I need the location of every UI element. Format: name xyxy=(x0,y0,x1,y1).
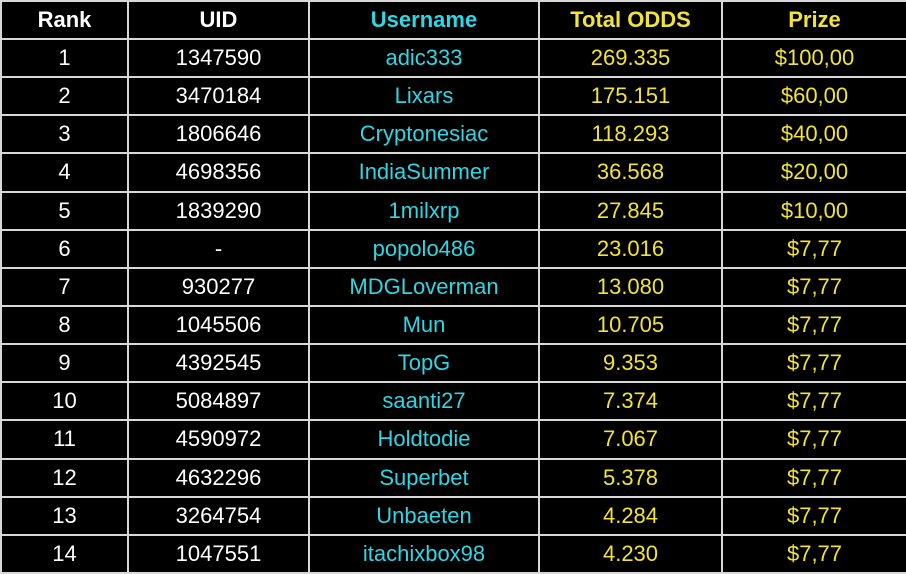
table-cell: Holdtodie xyxy=(308,419,540,460)
table-cell: 1839290 xyxy=(127,190,310,231)
table-cell: Lixars xyxy=(308,76,540,117)
table-cell: 9.353 xyxy=(538,343,723,384)
table-cell: popolo486 xyxy=(308,228,540,269)
table-cell: 4.230 xyxy=(538,533,723,574)
header-row: Rank UID Username Total ODDS Prize xyxy=(0,0,906,40)
table-cell: 3264754 xyxy=(127,495,310,536)
table-cell: $7,77 xyxy=(721,266,906,307)
table-row: 10 5084897 saanti27 7.374 $7,77 xyxy=(0,381,906,422)
table-cell: 1806646 xyxy=(127,114,310,155)
table-cell: 2 xyxy=(0,76,129,117)
table-cell: 7.067 xyxy=(538,419,723,460)
table-cell: adic333 xyxy=(308,37,540,79)
table-cell: 14 xyxy=(0,533,129,574)
table-cell: 930277 xyxy=(127,266,310,307)
table-cell: 4590972 xyxy=(127,419,310,460)
table-row: 4 4698356 IndiaSummer 36.568 $20,00 xyxy=(0,152,906,193)
table-cell: 13 xyxy=(0,495,129,536)
table-cell: 12 xyxy=(0,457,129,498)
table-row: 13 3264754 Unbaeten 4.284 $7,77 xyxy=(0,495,906,536)
header-cell: Total ODDS xyxy=(538,0,723,40)
table-cell: $40,00 xyxy=(721,114,906,155)
table-cell: 6 xyxy=(0,228,129,269)
table-cell: $7,77 xyxy=(721,495,906,536)
table-cell: 7.374 xyxy=(538,381,723,422)
table-cell: 4.284 xyxy=(538,495,723,536)
table-cell: $7,77 xyxy=(721,228,906,269)
table-cell: 10 xyxy=(0,381,129,422)
table-row: 6- popolo486 23.016 $7,77 xyxy=(0,228,906,269)
table-cell: - xyxy=(127,228,310,269)
table-cell: itachixbox98 xyxy=(308,533,540,574)
table-cell: 7 xyxy=(0,266,129,307)
table-cell: $100,00 xyxy=(721,37,906,79)
table-row: 9 4392545 TopG 9.353 $7,77 xyxy=(0,343,906,384)
table-cell: 3470184 xyxy=(127,76,310,117)
table-cell: 269.335 xyxy=(538,37,723,79)
table-cell: 1 xyxy=(0,37,129,79)
table-cell: MDGLoverman xyxy=(308,266,540,307)
table-cell: $60,00 xyxy=(721,76,906,117)
table-cell: 4632296 xyxy=(127,457,310,498)
table-cell: 5.378 xyxy=(538,457,723,498)
table-cell: 9 xyxy=(0,343,129,384)
table-cell: 36.568 xyxy=(538,152,723,193)
table-cell: 1047551 xyxy=(127,533,310,574)
table-cell: Unbaeten xyxy=(308,495,540,536)
table-cell: 23.016 xyxy=(538,228,723,269)
table-cell: $20,00 xyxy=(721,152,906,193)
table-cell: 4 xyxy=(0,152,129,193)
table-cell: 4392545 xyxy=(127,343,310,384)
table-cell: Mun xyxy=(308,304,540,346)
table-cell: 5084897 xyxy=(127,381,310,422)
table-cell: IndiaSummer xyxy=(308,152,540,193)
table-row: 3 1806646 Cryptonesiac 118.293 $40,00 xyxy=(0,114,906,155)
table-cell: Superbet xyxy=(308,457,540,498)
table-cell: saanti27 xyxy=(308,381,540,422)
table-cell: 1045506 xyxy=(127,304,310,346)
table-cell: $7,77 xyxy=(721,304,906,346)
table-row: 7 930277 MDGLoverman 13.080 $7,77 xyxy=(0,266,906,307)
table-body: 1 1347590 adic333 269.335 $100,00 2 3470184 Lix… xyxy=(0,37,906,574)
header-cell: Rank xyxy=(0,0,129,40)
table-row: 5 1839290 1milxrp 27.845 $10,00 xyxy=(0,190,906,231)
table-row: 8 1045506 Mun 10.705 $7,77 xyxy=(0,304,906,346)
table-cell: $7,77 xyxy=(721,381,906,422)
table-cell: 175.151 xyxy=(538,76,723,117)
table-row: 11 4590972 Holdtodie 7.067 $7,77 xyxy=(0,419,906,460)
table-cell: $7,77 xyxy=(721,419,906,460)
table-row: 2 3470184 Lixars 175.151 $60,00 xyxy=(0,76,906,117)
table-cell: 13.080 xyxy=(538,266,723,307)
table-cell: 4698356 xyxy=(127,152,310,193)
table-row: 1 1347590 adic333 269.335 $100,00 xyxy=(0,37,906,79)
table-cell: $7,77 xyxy=(721,343,906,384)
table-header: Rank UID Username Total ODDS Prize xyxy=(0,0,906,40)
table-cell: Cryptonesiac xyxy=(308,114,540,155)
table-row: 12 4632296 Superbet 5.378 $7,77 xyxy=(0,457,906,498)
table-cell: 3 xyxy=(0,114,129,155)
header-cell: Username xyxy=(308,0,540,40)
header-cell: UID xyxy=(127,0,310,40)
table-cell: 11 xyxy=(0,419,129,460)
table-cell: $10,00 xyxy=(721,190,906,231)
table-cell: 10.705 xyxy=(538,304,723,346)
table-cell: 118.293 xyxy=(538,114,723,155)
table-cell: 5 xyxy=(0,190,129,231)
table-cell: $7,77 xyxy=(721,457,906,498)
table-cell: 1milxrp xyxy=(308,190,540,231)
table-cell: TopG xyxy=(308,343,540,384)
table-row: 14 1047551 itachixbox98 4.230 $7,77 xyxy=(0,533,906,574)
table-cell: $7,77 xyxy=(721,533,906,574)
header-cell: Prize xyxy=(721,0,906,40)
table-cell: 8 xyxy=(0,304,129,346)
table-cell: 1347590 xyxy=(127,37,310,79)
table-cell: 27.845 xyxy=(538,190,723,231)
